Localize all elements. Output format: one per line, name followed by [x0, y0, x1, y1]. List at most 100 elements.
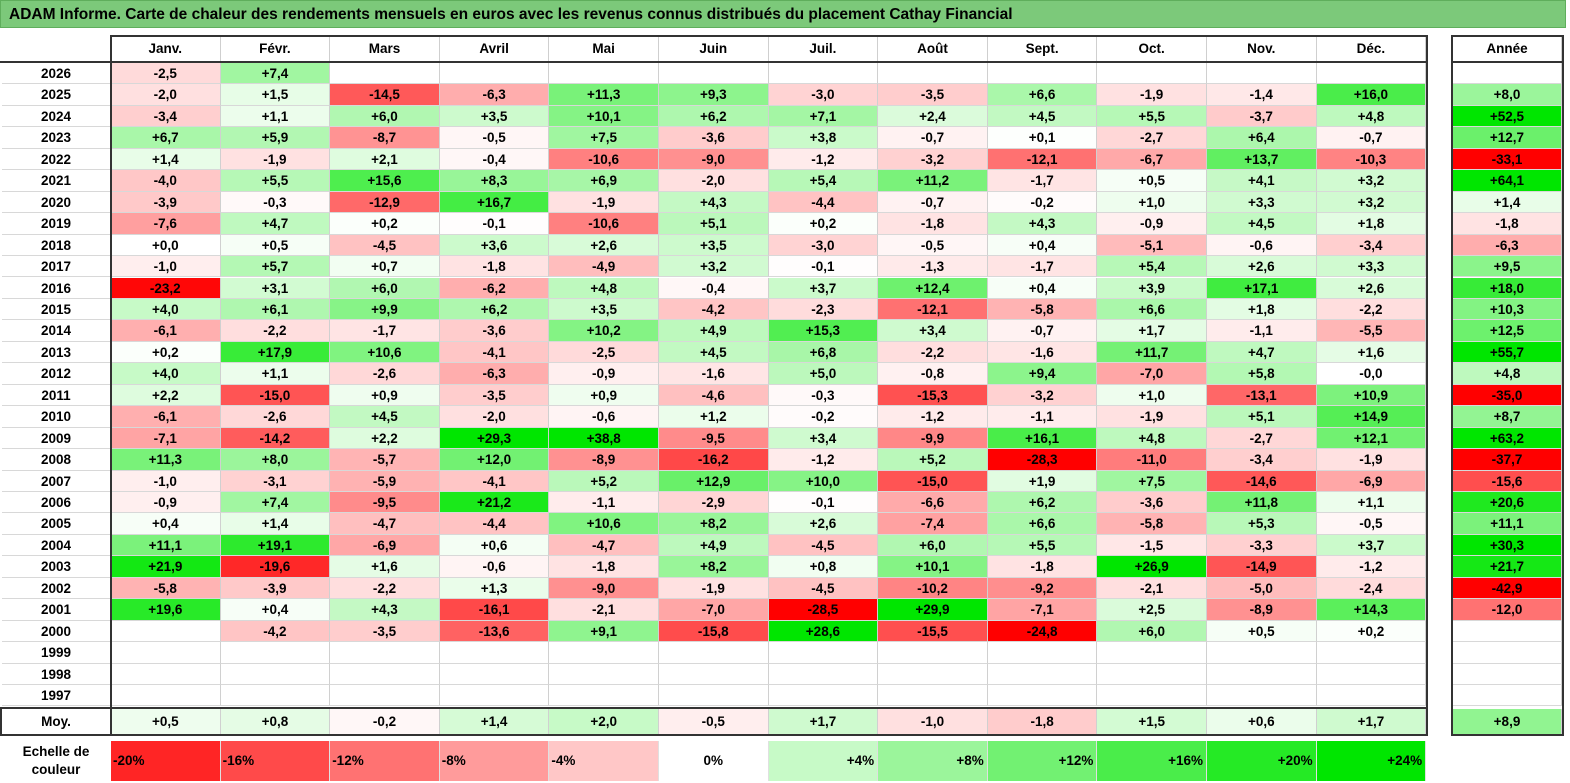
year-label: 2015: [2, 298, 110, 321]
heatmap-cell: +10,1: [549, 105, 659, 128]
heatmap-cell: +10,0: [768, 470, 879, 492]
heatmap-cell: +3,2: [1316, 191, 1427, 214]
year-label: 2024: [2, 105, 110, 128]
heatmap-cell: +6,1: [220, 298, 331, 321]
heatmap-cell: +4,5: [1207, 213, 1317, 235]
heatmap-cell: +4,8: [549, 277, 659, 299]
month-header: Mars: [330, 36, 440, 62]
heatmap-cell: -3,6: [659, 127, 769, 149]
month-header: Déc.: [1316, 36, 1427, 62]
heatmap-cell: +7,5: [1097, 470, 1207, 492]
heatmap-cell: -3,4: [1207, 449, 1317, 471]
heatmap-cell: +0,4: [111, 513, 221, 535]
year-label: 2021: [2, 170, 110, 192]
heatmap-cell: -7,1: [987, 599, 1098, 621]
heatmap-cell: -1,2: [768, 148, 879, 171]
heatmap-cell: +10,2: [549, 320, 659, 342]
heatmap-cell: -0,2: [768, 406, 879, 428]
annual-cell: -6,3: [1453, 234, 1562, 257]
heatmap-cell: -0,4: [659, 277, 769, 299]
heatmap-cell: -4,5: [330, 234, 440, 257]
heatmap-cell: +4,5: [330, 406, 440, 428]
heatmap-cell: +17,9: [220, 341, 331, 364]
heatmap-cell: +12,1: [1316, 427, 1427, 450]
heatmap-cell: +5,5: [987, 534, 1098, 557]
heatmap-cell: +15,6: [330, 170, 440, 192]
heatmap-cell: +12,4: [878, 277, 988, 299]
heatmap-cell: +5,7: [220, 256, 331, 278]
heatmap-cell: +6,6: [987, 513, 1098, 535]
header-divider: [0, 61, 1429, 63]
annual-cell: +20,6: [1453, 492, 1562, 514]
heatmap-cell: -4,7: [330, 513, 440, 535]
heatmap-cell: -4,1: [439, 341, 550, 364]
heatmap-cell: +3,5: [439, 105, 550, 128]
heatmap-cell: +1,1: [220, 105, 331, 128]
heatmap-cell: -6,1: [111, 406, 221, 428]
annual-cell: +1,4: [1453, 191, 1562, 214]
heatmap-cell: -1,1: [1207, 320, 1317, 342]
heatmap-cell: -0,1: [768, 492, 879, 514]
heatmap-cell: +0,2: [768, 213, 879, 235]
heatmap-cell: -6,3: [439, 84, 550, 106]
year-label: 2011: [2, 384, 110, 407]
heatmap-cell: -0,6: [549, 406, 659, 428]
month-header: Août: [878, 36, 988, 62]
heatmap-cell: -2,2: [1316, 298, 1427, 321]
heatmap-cell: -1,3: [878, 256, 988, 278]
year-label: 2017: [2, 256, 110, 278]
heatmap-cell: +5,5: [220, 170, 331, 192]
heatmap-cell: -14,5: [330, 84, 440, 106]
heatmap-cell: -10,3: [1316, 148, 1427, 171]
average-cell: +1,4: [439, 708, 550, 735]
heatmap-cell: [768, 63, 879, 85]
heatmap-cell: +4,7: [1207, 341, 1317, 364]
annual-cell: -37,7: [1453, 449, 1562, 471]
heatmap-cell: [439, 685, 550, 707]
heatmap-cell: -1,0: [111, 470, 221, 492]
color-scale-step: +12%: [987, 741, 1098, 781]
heatmap-cell: [330, 642, 440, 664]
heatmap-cell: -1,1: [549, 492, 659, 514]
heatmap-cell: -2,2: [878, 341, 988, 364]
heatmap-cell: -5,9: [330, 470, 440, 492]
heatmap-cell: +7,5: [549, 127, 659, 149]
heatmap-cell: -15,8: [659, 620, 769, 643]
heatmap-cell: [768, 685, 879, 707]
heatmap-cell: +6,0: [330, 105, 440, 128]
color-scale-step: +24%: [1316, 741, 1427, 781]
heatmap-cell: +3,5: [549, 298, 659, 321]
heatmap-cell: [768, 663, 879, 686]
heatmap-cell: +3,9: [1097, 277, 1207, 299]
heatmap-cell: -19,6: [220, 556, 331, 578]
heatmap-cell: +8,2: [659, 556, 769, 578]
heatmap-cell: -12,1: [878, 298, 988, 321]
heatmap-cell: +9,4: [987, 363, 1098, 385]
heatmap-cell: +1,8: [1207, 298, 1317, 321]
heatmap-cell: -11,0: [1097, 449, 1207, 471]
heatmap-cell: +14,3: [1316, 599, 1427, 621]
annual-cell: -33,1: [1453, 148, 1562, 171]
heatmap-cell: [878, 663, 988, 686]
heatmap-cell: -2,3: [768, 298, 879, 321]
heatmap-cell: +1,6: [330, 556, 440, 578]
heatmap-cell: -28,5: [768, 599, 879, 621]
heatmap-cell: -9,5: [659, 427, 769, 450]
heatmap-cell: +10,6: [549, 513, 659, 535]
color-scale-step: +16%: [1097, 741, 1207, 781]
heatmap-cell: -14,2: [220, 427, 331, 450]
heatmap-cell: -7,0: [1097, 363, 1207, 385]
heatmap-cell: +11,3: [111, 449, 221, 471]
heatmap-cell: -3,4: [111, 105, 221, 128]
heatmap-cell: +1,0: [1097, 191, 1207, 214]
heatmap-cell: -14,6: [1207, 470, 1317, 492]
heatmap-cell: -4,0: [111, 170, 221, 192]
heatmap-cell: -0,5: [1316, 513, 1427, 535]
heatmap-cell: -7,0: [659, 599, 769, 621]
heatmap-cell: -1,5: [1097, 534, 1207, 557]
heatmap-cell: -9,0: [659, 148, 769, 171]
heatmap-cell: -3,0: [768, 84, 879, 106]
heatmap-cell: -1,7: [987, 170, 1098, 192]
heatmap-cell: +4,3: [987, 213, 1098, 235]
heatmap-cell: -6,2: [439, 277, 550, 299]
